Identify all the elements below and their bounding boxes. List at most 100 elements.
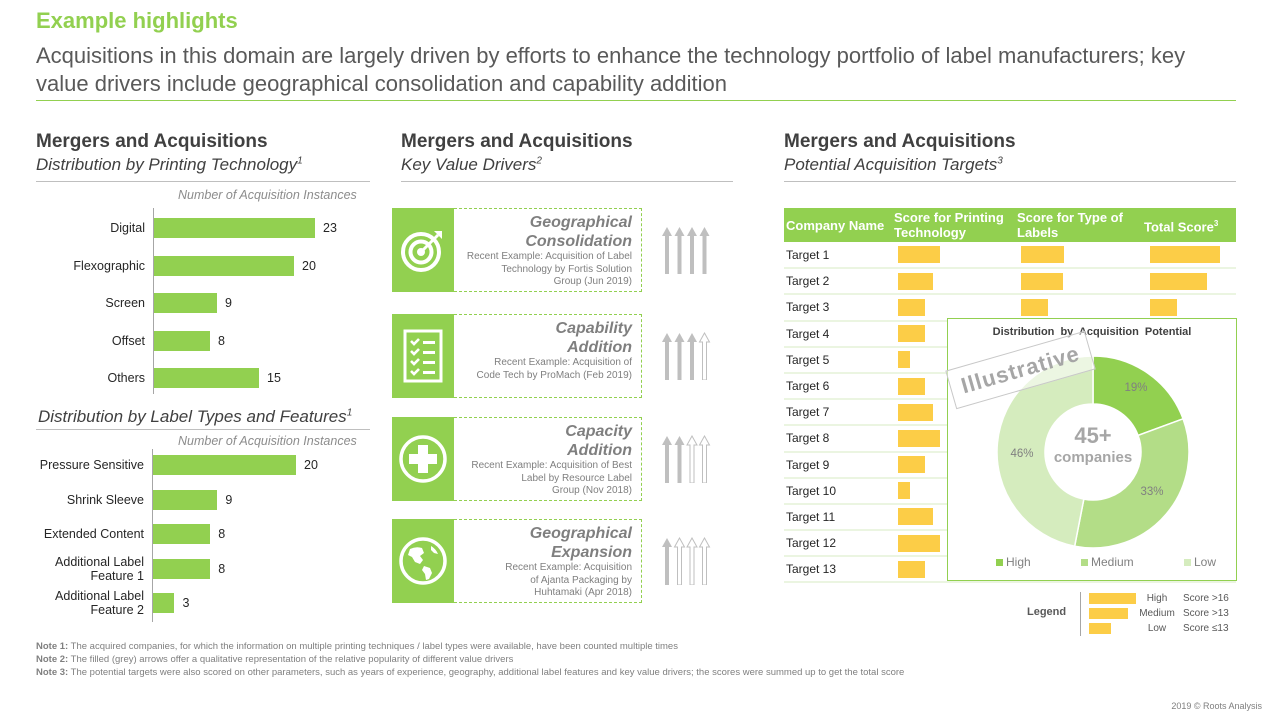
- company-name-cell: Target 11: [784, 503, 892, 532]
- empty-arrow-icon: [698, 331, 711, 381]
- printing-score-bar: [898, 403, 933, 421]
- copyright: 2019 © Roots Analysis: [1171, 701, 1262, 711]
- bar-value-label: 15: [267, 371, 281, 385]
- legend-score-bar: [1089, 608, 1128, 619]
- company-name-cell: Target 10: [784, 477, 892, 505]
- legend-level: High: [1146, 593, 1168, 604]
- middle-section-subtitle: Key Value Drivers2: [401, 155, 542, 175]
- bar: [154, 330, 210, 351]
- bar: [154, 293, 217, 313]
- total-score-bar: [1150, 298, 1177, 316]
- donut-center-unit: companies: [1053, 449, 1133, 466]
- bar-category-label: Flexographic: [3, 259, 145, 273]
- company-name-cell: Target 5: [784, 346, 892, 374]
- bar-value-label: 9: [225, 492, 233, 507]
- chart1-axis-line: [153, 208, 154, 394]
- labels-score-cell: [1015, 294, 1142, 322]
- left-section-subtitle: Distribution by Printing Technology1: [36, 155, 303, 175]
- value-driver-example: Technology by Fortis Solution: [501, 263, 632, 275]
- printing-score-bar: [898, 482, 910, 500]
- legend-label: Low: [1193, 555, 1216, 569]
- footnote-label: Note 2:: [36, 654, 69, 665]
- donut-center-count: 45+: [1074, 423, 1112, 448]
- legend-swatch: [996, 558, 1003, 566]
- labels-score-cell: [1015, 268, 1142, 296]
- footnote-ref: 1: [346, 407, 353, 419]
- company-name-cell: Target 13: [784, 556, 892, 584]
- value-driver-name: Consolidation: [525, 232, 632, 250]
- footnote-text: The filled (grey) arrows offer a qualita…: [68, 654, 514, 665]
- score-legend-divider: [1080, 592, 1081, 636]
- footnote-text: The acquired companies, for which the in…: [68, 641, 678, 652]
- printing-score-bar: [898, 456, 925, 474]
- value-driver-card: Geographical Consolidation Recent Example:…: [392, 208, 642, 292]
- bar-category-text: Digital: [110, 221, 145, 235]
- value-driver-details: Geographical Expansion Recent Example: Acq…: [454, 519, 642, 603]
- printing-score-bar: [898, 377, 925, 395]
- printing-score-bar: [898, 298, 925, 316]
- filled-arrow-icon: [687, 333, 697, 380]
- footnote: Note 3: The potential targets were also …: [36, 666, 1246, 679]
- printing-score-bar: [898, 508, 933, 526]
- score-legend-label: Legend: [1027, 606, 1067, 618]
- bar: [154, 255, 294, 276]
- company-name-cell: Target 9: [784, 451, 892, 479]
- footnote: Note 2: The filled (grey) arrows offer a…: [36, 653, 1246, 666]
- value-driver-details: Capacity Addition Recent Example: Acquisit…: [454, 417, 642, 501]
- label-types-subtitle: Distribution by Label Types and Features…: [38, 407, 352, 427]
- left-section-divider: [36, 181, 370, 182]
- empty-arrow-icon: [698, 434, 711, 484]
- bar-value-label: 20: [304, 458, 318, 472]
- filled-arrow-icon: [662, 333, 672, 380]
- labels-score-bar: [1021, 246, 1064, 264]
- legend-swatch: [1183, 558, 1191, 566]
- table-row: Target 1: [784, 242, 1236, 270]
- chart2-axis-line: [152, 449, 153, 622]
- company-name-cell: Target 12: [784, 530, 892, 558]
- filled-arrow-icon: [662, 538, 672, 585]
- value-driver-example: Code Tech by ProMach (Feb 2019): [476, 369, 632, 381]
- column-header-printing-score: Score for Printing Technology: [892, 208, 1015, 242]
- donut-chart: 19% 33% 46%: [996, 355, 1190, 549]
- value-driver-example: Huhtamaki (Apr 2018): [534, 587, 632, 598]
- footnote-ref: 2: [536, 155, 542, 167]
- bar-category-text: Additional Label: [55, 589, 144, 603]
- bar-category-label: Shrink Sleeve: [2, 493, 144, 507]
- page-title: Example highlights: [36, 8, 238, 33]
- filled-arrow-icon: [674, 436, 685, 483]
- value-driver-example: Group (Nov 2018): [551, 485, 632, 496]
- company-name-cell: Target 7: [784, 399, 892, 427]
- footnote: Note 1: The acquired companies, for whic…: [36, 640, 1246, 653]
- value-driver-details: Capability Addition Recent Example: Acquis…: [454, 314, 642, 398]
- filled-arrow-icon: [674, 333, 685, 380]
- bar-value-label: 9: [225, 296, 232, 310]
- labels-score-bar: [1021, 272, 1063, 290]
- bar-category-text: Feature 1: [90, 568, 144, 583]
- popularity-arrows: [660, 536, 712, 586]
- value-driver-example: Recent Example: Acquisition of Label: [466, 251, 632, 262]
- bar-value-label: 8: [218, 561, 226, 576]
- bar-category-text: Shrink Sleeve: [66, 492, 144, 507]
- bar-category-text: Others: [107, 371, 145, 385]
- filled-arrow-icon: [687, 227, 697, 274]
- value-driver-name: Addition: [567, 338, 632, 356]
- column-header-company: Company Name: [784, 208, 892, 242]
- bar-category-text: Additional Label: [55, 554, 144, 569]
- legend-score-bar: [1089, 593, 1136, 604]
- donut-legend-item: Low: [1183, 555, 1216, 569]
- total-score-cell: [1142, 242, 1236, 270]
- chart1-axis-caption: Number of Acquisition Instances: [178, 188, 357, 202]
- donut-slice-label: 33%: [1140, 486, 1163, 498]
- bar-value-label: 20: [302, 258, 316, 273]
- footnote-ref: 3: [997, 155, 1003, 167]
- donut-legend-item: Medium: [1080, 555, 1134, 569]
- header-divider: [36, 100, 1236, 101]
- footnote-ref: 3: [1213, 218, 1219, 228]
- label-types-divider: [36, 429, 370, 430]
- filled-arrow-icon: [662, 227, 672, 274]
- value-driver-name: Capacity: [565, 423, 632, 440]
- legend-rule: Score >13: [1183, 608, 1229, 619]
- value-driver-details: Geographical Consolidation Recent Example:…: [454, 208, 642, 292]
- bar-value-label: 8: [218, 333, 225, 348]
- bar-category-label: Screen: [3, 296, 145, 310]
